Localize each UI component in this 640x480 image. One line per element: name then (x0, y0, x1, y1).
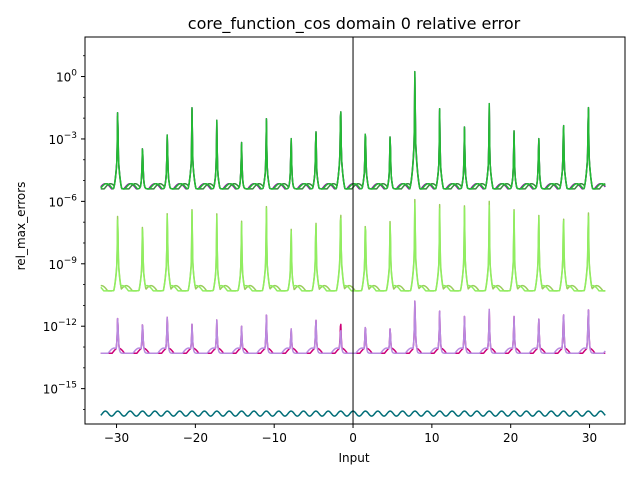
x-tick-label: 10 (424, 431, 439, 445)
x-axis-label: Input (338, 451, 369, 465)
x-tick-label: 20 (503, 431, 518, 445)
y-tick-label: 10−15 (43, 381, 77, 397)
chart-title: core_function_cos domain 0 relative erro… (188, 14, 521, 34)
y-tick-label: 10−6 (48, 193, 77, 209)
x-tick-label: −10 (262, 431, 287, 445)
y-tick-label: 10−12 (43, 318, 77, 334)
axes-frame (84, 36, 626, 425)
y-tick-label: 10−3 (48, 131, 77, 147)
y-tick-label: 10−9 (48, 256, 77, 272)
x-tick-label: 30 (582, 431, 597, 445)
y-tick-label: 100 (56, 69, 77, 85)
x-tick-label: −20 (183, 431, 208, 445)
x-tick-label: −30 (104, 431, 129, 445)
axes-layer: −30 −20 −10 0 10 20 30 100 10−3 10−6 10−9 10−12 10−1… (43, 36, 626, 445)
y-axis-label: rel_max_errors (14, 182, 28, 271)
x-tick-label: 0 (349, 431, 357, 445)
